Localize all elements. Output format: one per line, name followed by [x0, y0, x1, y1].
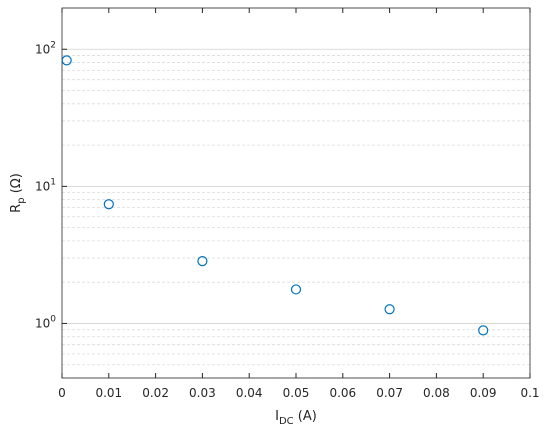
x-tick-label: 0.08 — [423, 386, 450, 400]
y-tick-exponent: 2 — [50, 40, 56, 50]
x-tick-label: 0 — [58, 386, 66, 400]
x-tick-label: 0.03 — [189, 386, 216, 400]
x-axis-label-sub: DC — [279, 416, 294, 427]
y-tick-base: 10 — [35, 316, 50, 330]
x-tick-label: 0.06 — [329, 386, 356, 400]
x-axis-label-rest: (A) — [294, 409, 317, 424]
x-axis-label: IDC (A) — [275, 409, 317, 427]
x-tick-label: 0.04 — [236, 386, 263, 400]
x-axis-label-main: I — [275, 409, 279, 424]
point — [290, 284, 302, 295]
y-tick-base: 10 — [35, 179, 50, 193]
point — [103, 199, 114, 210]
y-tick-label: 100 — [35, 314, 56, 330]
x-tick-label: 0.01 — [95, 386, 122, 400]
point — [478, 325, 489, 336]
point — [61, 55, 72, 66]
x-tick-label: 0.09 — [470, 386, 497, 400]
x-tick-label: 0.05 — [283, 386, 310, 400]
x-tick-label: 0.1 — [520, 386, 539, 400]
x-tick-label: 0.07 — [376, 386, 403, 400]
y-axis-label-main: R — [9, 204, 24, 213]
axes-box — [61, 7, 531, 379]
y-axis-label-rest: (Ω) — [9, 173, 24, 197]
y-tick-exponent: 0 — [50, 314, 56, 324]
point — [384, 304, 395, 315]
y-axis-label-sub: p — [16, 197, 27, 203]
y-tick-label: 101 — [35, 177, 56, 193]
y-axis-label: Rp (Ω) — [9, 173, 27, 213]
y-tick-base: 10 — [35, 42, 50, 56]
x-tick-label: 0.02 — [142, 386, 169, 400]
y-tick-exponent: 1 — [50, 177, 56, 187]
point — [197, 255, 208, 267]
y-tick-label: 102 — [35, 40, 56, 56]
